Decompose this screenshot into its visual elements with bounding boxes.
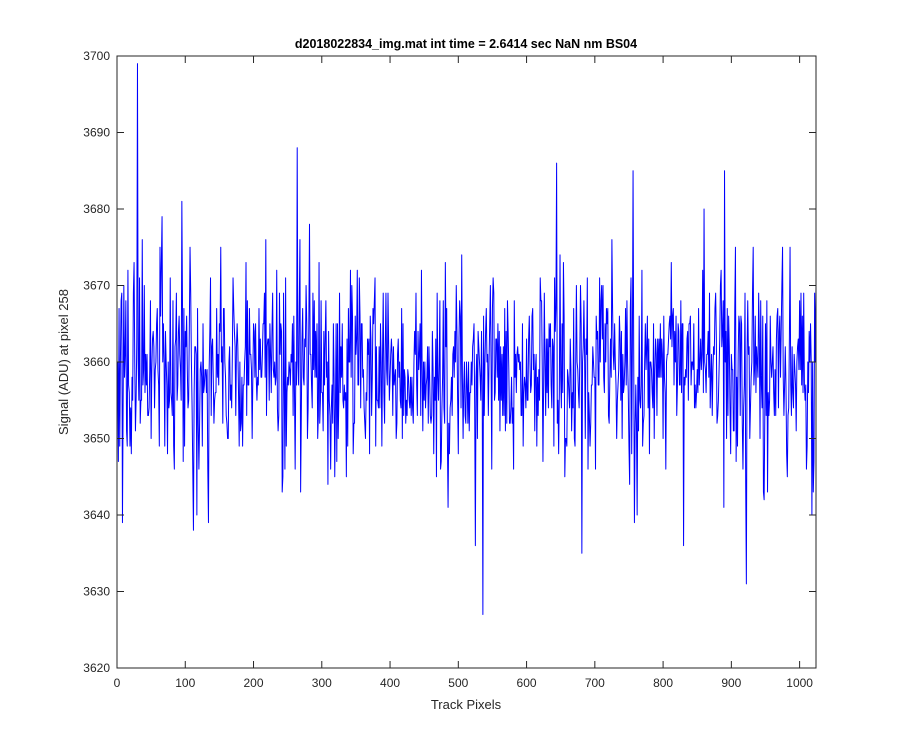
x-tick-label: 800	[653, 676, 673, 690]
y-axis-ticks: 3620 3630 3640 3650 3660 3670 3680 3690 3700	[83, 49, 816, 675]
y-tick-label: 3660	[83, 355, 110, 369]
y-axis-label: Signal (ADU) at pixel 258	[56, 289, 71, 435]
y-tick-label: 3650	[83, 432, 110, 446]
x-tick-label: 500	[448, 676, 468, 690]
y-tick-label: 3670	[83, 279, 110, 293]
series-layer	[117, 63, 817, 615]
x-tick-label: 200	[244, 676, 264, 690]
x-axis-label: Track Pixels	[431, 697, 502, 712]
x-tick-label: 100	[175, 676, 195, 690]
x-tick-label: 300	[312, 676, 332, 690]
y-tick-label: 3620	[83, 661, 110, 675]
x-tick-label: 900	[721, 676, 741, 690]
x-tick-label: 700	[585, 676, 605, 690]
x-tick-label: 0	[114, 676, 121, 690]
y-tick-label: 3680	[83, 202, 110, 216]
x-tick-label: 600	[517, 676, 537, 690]
y-tick-label: 3690	[83, 126, 110, 140]
x-tick-label: 1000	[786, 676, 813, 690]
y-tick-label: 3700	[83, 49, 110, 63]
x-tick-label: 400	[380, 676, 400, 690]
y-tick-label: 3640	[83, 508, 110, 522]
x-axis-ticks: 0 100 200 300 400 500 600 700 800 900 1000	[114, 56, 813, 690]
chart-title: d2018022834_img.mat int time = 2.6414 se…	[295, 37, 637, 51]
y-tick-label: 3630	[83, 585, 110, 599]
signal-series-line	[117, 63, 817, 615]
